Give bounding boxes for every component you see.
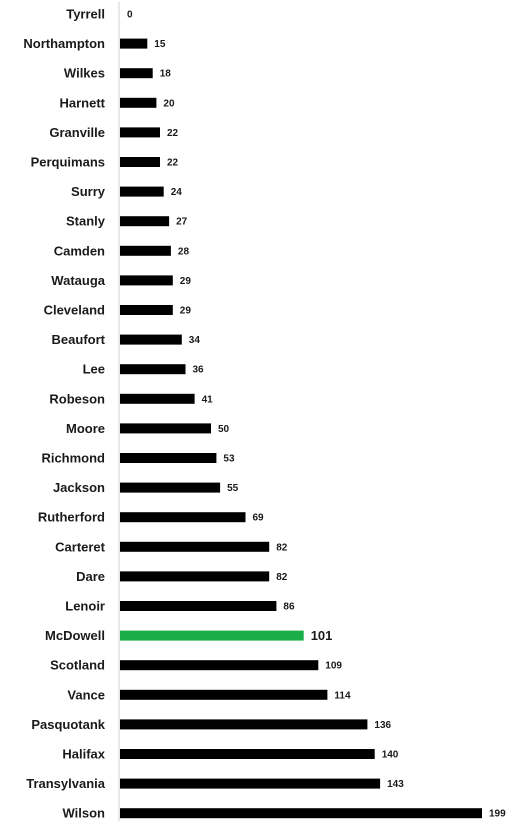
value-label-granville: 22 — [167, 128, 179, 139]
category-label-halifax: Halifax — [62, 747, 105, 762]
value-label-vance: 114 — [334, 690, 351, 701]
bar-dare — [120, 571, 270, 582]
category-label-vance: Vance — [67, 687, 105, 702]
bar-moore — [120, 423, 211, 434]
value-label-stanly: 27 — [176, 217, 188, 228]
bar-granville — [120, 127, 160, 138]
bar-transylvania — [120, 778, 381, 789]
value-label-richmond: 53 — [223, 454, 235, 465]
category-label-dare: Dare — [76, 569, 105, 584]
bars-group — [120, 38, 482, 819]
bar-watauga — [120, 275, 173, 286]
bar-camden — [120, 245, 171, 256]
bar-wilson — [120, 808, 482, 819]
bar-cleveland — [120, 305, 173, 315]
value-label-cleveland: 29 — [180, 306, 192, 317]
value-label-rutherford: 69 — [253, 513, 265, 524]
category-label-watauga: Watauga — [51, 273, 105, 288]
value-label-robeson: 41 — [202, 394, 214, 405]
value-label-camden: 28 — [178, 246, 190, 257]
value-label-dare: 82 — [276, 572, 288, 583]
value-label-surry: 24 — [171, 187, 183, 198]
category-label-moore: Moore — [66, 421, 105, 436]
category-label-northampton: Northampton — [23, 36, 105, 51]
bar-rutherford — [120, 512, 246, 523]
category-label-harnett: Harnett — [59, 95, 105, 110]
value-label-halifax: 140 — [382, 750, 399, 761]
bar-halifax — [120, 749, 375, 759]
value-label-lenoir: 86 — [283, 602, 295, 613]
category-label-carteret: Carteret — [55, 539, 106, 554]
bar-richmond — [120, 453, 217, 463]
value-label-northampton: 15 — [154, 39, 166, 50]
category-label-scotland: Scotland — [50, 658, 105, 673]
value-label-lee: 36 — [193, 365, 205, 376]
category-label-tyrrell: Tyrrell — [66, 7, 105, 22]
bar-robeson — [120, 393, 195, 404]
bar-carteret — [120, 541, 270, 552]
bar-pasquotank — [120, 719, 368, 730]
value-label-mcdowell: 101 — [311, 628, 333, 643]
bar-stanly — [120, 216, 170, 227]
category-label-jackson: Jackson — [53, 480, 105, 495]
category-label-richmond: Richmond — [41, 451, 105, 466]
category-label-transylvania: Transylvania — [26, 776, 106, 791]
value-label-jackson: 55 — [227, 483, 239, 494]
bar-beaufort — [120, 334, 182, 345]
bar-northampton — [120, 38, 148, 49]
bar-lenoir — [120, 601, 277, 611]
value-label-scotland: 109 — [325, 661, 342, 672]
value-label-pasquotank: 136 — [374, 720, 391, 731]
category-label-beaufort: Beaufort — [52, 332, 106, 347]
value-label-watauga: 29 — [180, 276, 192, 287]
category-label-stanly: Stanly — [66, 214, 106, 229]
category-label-pasquotank: Pasquotank — [31, 717, 105, 732]
category-labels-group: Tyrrell Northampton Wilkes Harnett Granville… — [23, 7, 105, 821]
bar-mcdowell — [120, 630, 304, 641]
category-label-lee: Lee — [83, 362, 105, 377]
category-label-wilkes: Wilkes — [64, 66, 105, 81]
value-labels-group: 0 15 18 20 22 22 24 27 28 29 29 34 36 41 50 53 55 69 82 82 8… — [127, 10, 506, 820]
bar-scotland — [120, 660, 319, 671]
value-label-wilson: 199 — [489, 809, 506, 820]
category-label-rutherford: Rutherford — [38, 510, 105, 525]
category-label-mcdowell: McDowell — [45, 628, 105, 643]
category-label-granville: Granville — [49, 125, 105, 140]
bar-vance — [120, 689, 328, 700]
category-label-surry: Surry — [71, 184, 106, 199]
category-label-robeson: Robeson — [49, 391, 105, 406]
value-label-transylvania: 143 — [387, 779, 404, 790]
bar-wilkes — [120, 68, 153, 79]
value-label-beaufort: 34 — [189, 335, 201, 346]
bar-perquimans — [120, 157, 160, 167]
category-label-camden: Camden — [54, 243, 105, 258]
category-label-cleveland: Cleveland — [44, 303, 105, 318]
value-label-tyrrell: 0 — [127, 10, 133, 21]
category-label-wilson: Wilson — [63, 806, 106, 821]
bar-jackson — [120, 482, 221, 493]
bar-surry — [120, 186, 164, 197]
bar-lee — [120, 364, 186, 375]
category-label-lenoir: Lenoir — [65, 599, 105, 614]
value-label-perquimans: 22 — [167, 158, 179, 169]
value-label-moore: 50 — [218, 424, 230, 435]
value-label-wilkes: 18 — [160, 69, 172, 80]
value-label-carteret: 82 — [276, 542, 288, 553]
category-label-perquimans: Perquimans — [31, 155, 105, 170]
bar-harnett — [120, 97, 157, 108]
value-label-harnett: 20 — [163, 98, 175, 109]
